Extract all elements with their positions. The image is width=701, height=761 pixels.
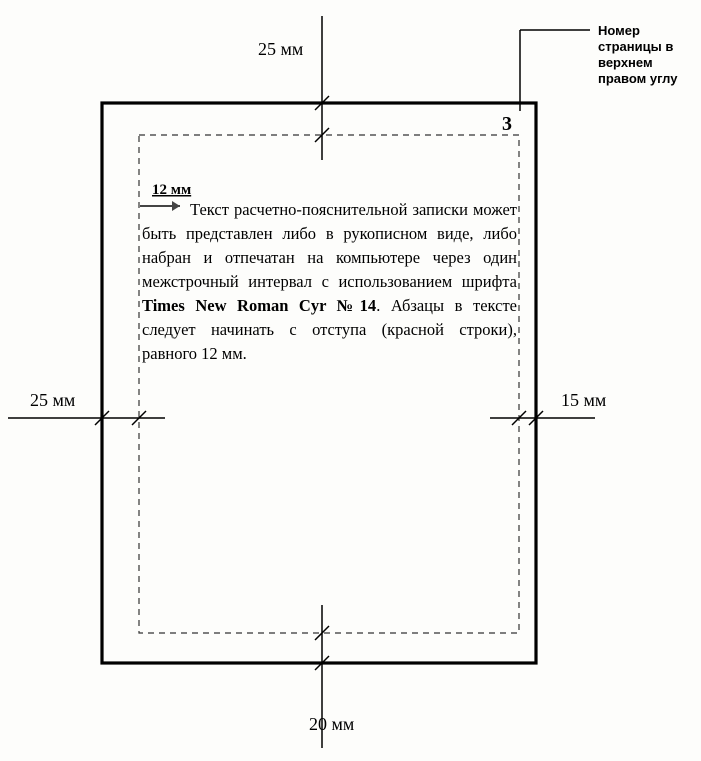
margin-label-left: 25 мм [30, 390, 75, 410]
body-text-bold: Times New Roman Cyr №14 [142, 296, 376, 315]
indent-label: 12 мм [152, 182, 191, 198]
callout-leader [520, 30, 590, 111]
body-paragraph: Текст расчетно-пояснительной записки мож… [142, 198, 517, 365]
margin-label-top: 25 мм [258, 39, 303, 59]
page-number: 3 [502, 113, 512, 135]
body-text-pre: Текст расчетно-пояснительной записки мож… [142, 200, 517, 291]
margin-label-right: 15 мм [561, 390, 606, 410]
callout-text: Номер страницы в верхнем правом углу [598, 23, 678, 86]
margin-label-bottom: 20 мм [309, 714, 354, 734]
